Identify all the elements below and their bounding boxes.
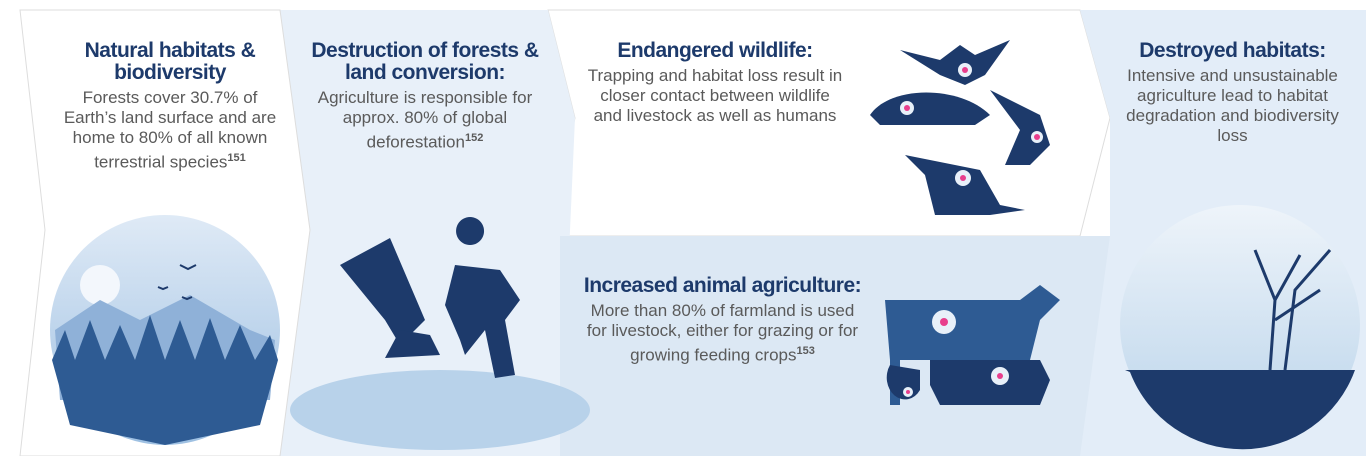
title: Natural habitats & biodiversity <box>84 39 256 84</box>
text: Intensive and unsustainable agriculture … <box>1126 66 1339 145</box>
pangolin <box>870 92 990 125</box>
agriculture-block: Increased animal agriculture: More than … <box>580 275 865 366</box>
footnote: 152 <box>464 132 484 144</box>
destroyed-block: Destroyed habitats: Intensive and unsust… <box>1115 40 1350 146</box>
body: More than 80% of farmland is used for li… <box>580 301 865 366</box>
stump <box>385 330 440 358</box>
title: Endangered wildlife: <box>617 39 813 62</box>
bird <box>990 90 1050 165</box>
title: Destruction of forests & land conversion… <box>311 39 539 84</box>
pig <box>930 360 1050 405</box>
natural-block: Natural habitats & biodiversity Forests … <box>55 40 285 173</box>
birds <box>157 264 197 301</box>
body: Agriculture is responsible for approx. 8… <box>310 88 540 153</box>
bat <box>900 40 1010 85</box>
worker <box>445 217 520 378</box>
forests-block: Destruction of forests & land conversion… <box>310 40 540 153</box>
title: Increased animal agriculture: <box>583 274 862 297</box>
text: Agriculture is responsible for approx. 8… <box>317 88 533 152</box>
cracked-ground <box>1125 370 1355 450</box>
forest <box>52 315 278 445</box>
body: Forests cover 30.7% of Earth’s land surf… <box>55 88 285 173</box>
sun <box>80 265 120 305</box>
cow <box>885 285 1060 405</box>
body: Trapping and habitat loss result in clos… <box>585 66 845 126</box>
title: Destroyed habitats: <box>1139 39 1326 62</box>
footnote: 153 <box>796 345 815 357</box>
ground <box>290 370 590 450</box>
text: Trapping and habitat loss result in clos… <box>587 66 843 125</box>
text: Forests cover 30.7% of Earth’s land surf… <box>63 88 277 172</box>
wildlife-block: Endangered wildlife: Trapping and habita… <box>585 40 845 126</box>
footnote: 151 <box>227 152 246 164</box>
text: More than 80% of farmland is used for li… <box>586 301 859 365</box>
log <box>340 238 425 345</box>
bare-trees <box>1253 249 1332 371</box>
body: Intensive and unsustainable agriculture … <box>1115 66 1350 146</box>
